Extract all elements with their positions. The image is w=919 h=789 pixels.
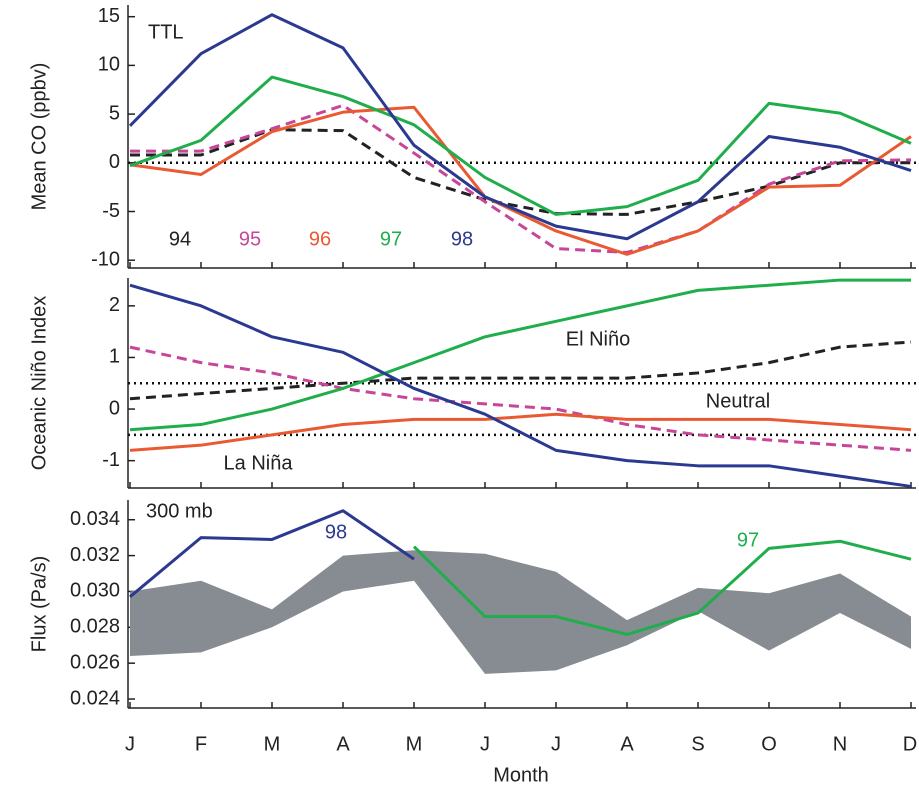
- series-label: 94: [169, 228, 191, 250]
- y-tick-label: -1: [102, 449, 120, 471]
- y-tick-label: 0.034: [70, 508, 120, 530]
- series-line: [129, 75, 912, 216]
- y-tick-label: 5: [109, 102, 120, 124]
- y-tick-label: -5: [102, 200, 120, 222]
- band: [130, 550, 911, 674]
- series-line: [412, 539, 912, 636]
- x-tick-label: J: [480, 733, 490, 755]
- y-tick-label: -10: [91, 248, 120, 270]
- y-tick-label: 10: [98, 54, 120, 76]
- y-tick-label: 1: [109, 346, 120, 368]
- series-label: 98: [451, 228, 473, 250]
- x-axis-label: Month: [493, 764, 549, 786]
- x-tick-label: A: [620, 733, 634, 755]
- series-line: [129, 283, 912, 488]
- x-tick-label: O: [761, 733, 777, 755]
- series-line: [128, 13, 912, 241]
- y-axis-label: Mean CO (ppbv): [28, 63, 50, 211]
- y-tick-label: 0.032: [70, 544, 120, 566]
- x-tick-label: S: [691, 733, 704, 755]
- series-label: 98: [325, 521, 347, 543]
- y-tick-label: 0: [109, 397, 120, 419]
- series-line: [130, 128, 911, 216]
- series-line: [129, 412, 912, 452]
- annotation: Neutral: [706, 390, 770, 412]
- y-axis-label: Flux (Pa/s): [28, 556, 50, 653]
- y-tick-label: 2: [109, 294, 120, 316]
- x-tick-label: M: [406, 733, 423, 755]
- series-line: [129, 345, 912, 452]
- series-label: 97: [380, 228, 402, 250]
- y-tick-label: 0.028: [70, 616, 120, 638]
- y-axis-label: Oceanic Niño Index: [28, 296, 50, 471]
- series-line: [129, 509, 415, 598]
- y-tick-label: 0: [109, 151, 120, 173]
- x-tick-label: F: [195, 733, 207, 755]
- x-tick-label: J: [125, 733, 135, 755]
- x-tick-label: J: [551, 733, 561, 755]
- x-tick-label: N: [833, 733, 847, 755]
- x-tick-label: D: [903, 733, 917, 755]
- series-line: [129, 105, 912, 256]
- annotation: El Niño: [566, 328, 630, 350]
- y-tick-label: 0.030: [70, 580, 120, 602]
- series-label: 95: [239, 228, 261, 250]
- series-label: 97: [737, 529, 759, 551]
- y-tick-label: 15: [98, 5, 120, 27]
- y-tick-label: 0.026: [70, 651, 120, 673]
- annotation: TTL: [148, 21, 184, 43]
- series-line: [130, 103, 912, 254]
- series-label: 96: [309, 228, 331, 250]
- annotation: La Niña: [224, 452, 294, 474]
- x-tick-label: M: [264, 733, 281, 755]
- y-tick-label: 0.024: [70, 687, 120, 709]
- series-line: [129, 278, 911, 432]
- x-tick-label: A: [336, 733, 350, 755]
- series-line: [129, 340, 912, 401]
- annotation: 300 mb: [146, 500, 213, 522]
